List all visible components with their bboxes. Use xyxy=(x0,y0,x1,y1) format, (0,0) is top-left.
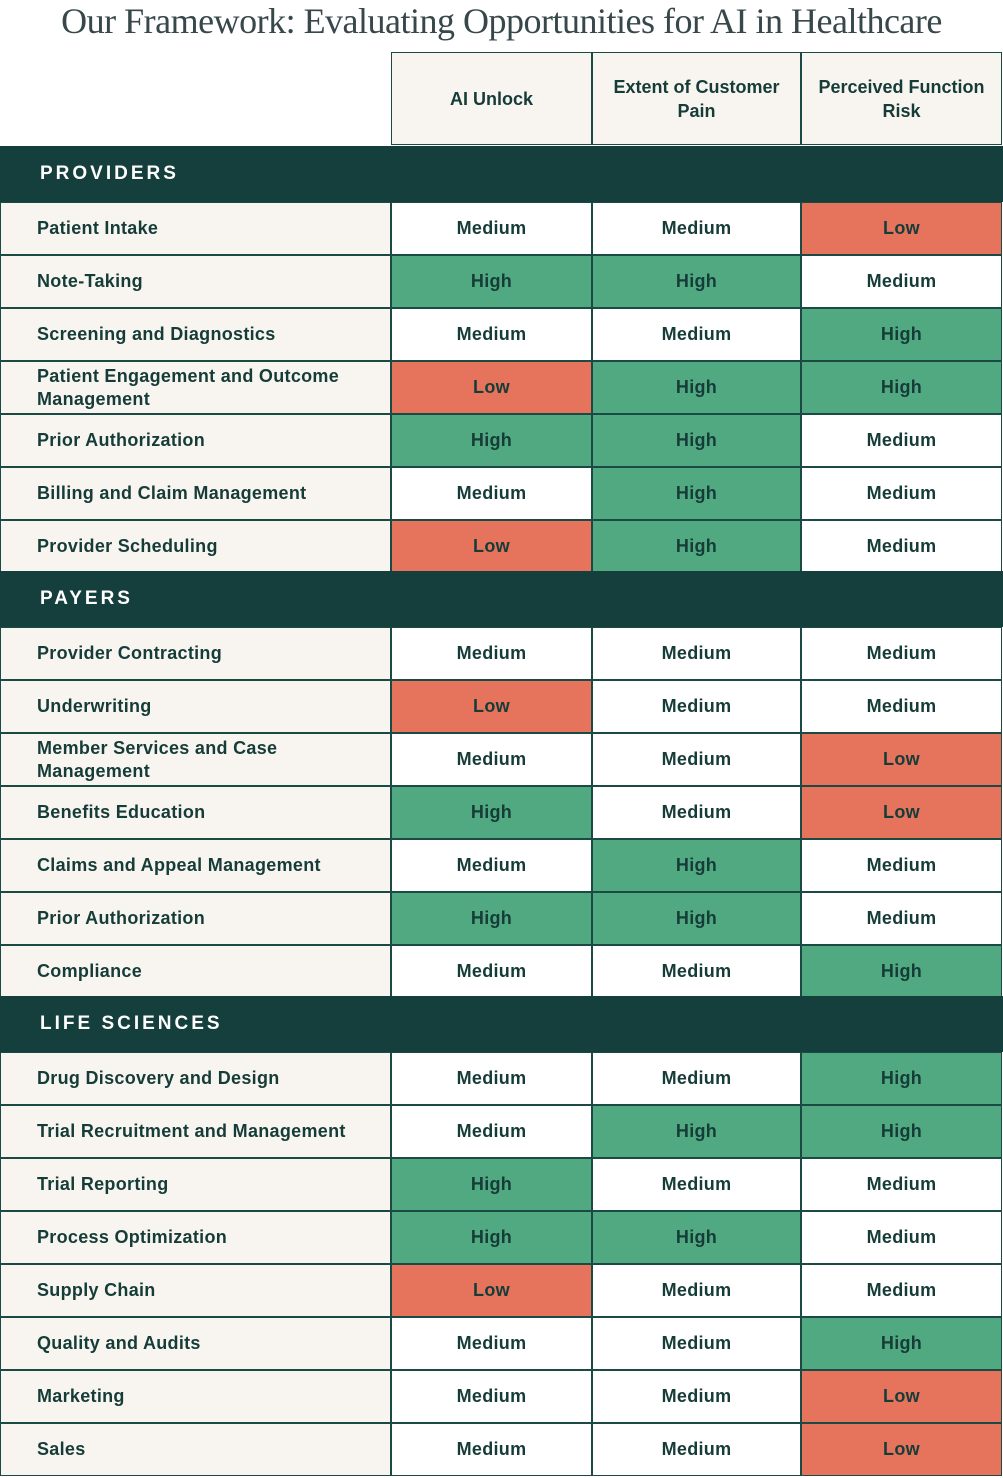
rating-cell: Medium xyxy=(592,627,801,680)
rating-cell: Medium xyxy=(391,1317,592,1370)
rating-cell: High xyxy=(592,414,801,467)
rating-cell: Medium xyxy=(391,202,592,255)
rating-cell: Medium xyxy=(391,627,592,680)
rating-cell: Medium xyxy=(801,467,1002,520)
rating-cell: Medium xyxy=(801,255,1002,308)
column-header-function-risk: Perceived Function Risk xyxy=(801,52,1002,145)
row-label: Supply Chain xyxy=(0,1264,391,1317)
rating-cell: Medium xyxy=(801,680,1002,733)
rating-cell: High xyxy=(592,467,801,520)
rating-cell: Low xyxy=(801,733,1002,786)
rating-cell: Low xyxy=(801,202,1002,255)
rating-cell: Medium xyxy=(801,520,1002,573)
row-label: Prior Authorization xyxy=(0,892,391,945)
rating-cell: High xyxy=(592,520,801,573)
row-label: Benefits Education xyxy=(0,786,391,839)
rating-cell: Medium xyxy=(592,1423,801,1476)
rating-cell: Medium xyxy=(391,467,592,520)
rating-cell: Low xyxy=(801,786,1002,839)
rating-cell: High xyxy=(592,255,801,308)
rating-cell: High xyxy=(801,308,1002,361)
rating-cell: Medium xyxy=(801,839,1002,892)
rating-cell: High xyxy=(801,361,1002,414)
row-label: Underwriting xyxy=(0,680,391,733)
rating-cell: Medium xyxy=(592,1052,801,1105)
row-label: Quality and Audits xyxy=(0,1317,391,1370)
rating-cell: Medium xyxy=(801,414,1002,467)
rating-cell: High xyxy=(391,892,592,945)
rating-cell: Medium xyxy=(592,1317,801,1370)
page-title: Our Framework: Evaluating Opportunities … xyxy=(61,1,942,41)
rating-cell: Medium xyxy=(592,786,801,839)
rating-cell: High xyxy=(592,839,801,892)
rating-cell: High xyxy=(391,786,592,839)
rating-cell: Medium xyxy=(391,1105,592,1158)
rating-cell: Low xyxy=(801,1370,1002,1423)
rating-cell: Medium xyxy=(391,1052,592,1105)
rating-cell: High xyxy=(391,255,592,308)
row-label: Marketing xyxy=(0,1370,391,1423)
rating-cell: Medium xyxy=(391,1370,592,1423)
rating-cell: Medium xyxy=(391,945,592,998)
rating-cell: Medium xyxy=(391,839,592,892)
section-header-providers: PROVIDERS xyxy=(0,146,1003,202)
rating-cell: Low xyxy=(801,1423,1002,1476)
rating-cell: Low xyxy=(391,361,592,414)
rating-cell: Medium xyxy=(592,1264,801,1317)
row-label: Compliance xyxy=(0,945,391,998)
row-label: Process Optimization xyxy=(0,1211,391,1264)
rating-cell: Low xyxy=(391,520,592,573)
rating-cell: High xyxy=(391,1158,592,1211)
rating-cell: Medium xyxy=(391,733,592,786)
rating-cell: High xyxy=(592,361,801,414)
rating-cell: Medium xyxy=(801,1264,1002,1317)
rating-cell: High xyxy=(592,1105,801,1158)
row-label: Trial Recruitment and Management xyxy=(0,1105,391,1158)
rating-cell: Medium xyxy=(391,1423,592,1476)
rating-cell: Medium xyxy=(592,733,801,786)
row-label: Screening and Diagnostics xyxy=(0,308,391,361)
row-label: Billing and Claim Management xyxy=(0,467,391,520)
rating-cell: Medium xyxy=(592,308,801,361)
section-header-payers: PAYERS xyxy=(0,571,1003,627)
row-label: Patient Engagement and Outcome Managemen… xyxy=(0,361,391,414)
column-header-ai-unlock: AI Unlock xyxy=(391,52,592,145)
rating-cell: Medium xyxy=(592,202,801,255)
rating-cell: Medium xyxy=(391,308,592,361)
rating-cell: Medium xyxy=(801,1158,1002,1211)
rating-cell: High xyxy=(391,414,592,467)
row-label: Note-Taking xyxy=(0,255,391,308)
column-header-customer-pain: Extent of Customer Pain xyxy=(592,52,801,145)
rating-cell: High xyxy=(592,892,801,945)
row-label: Provider Contracting xyxy=(0,627,391,680)
rating-cell: High xyxy=(801,945,1002,998)
rating-cell: High xyxy=(801,1105,1002,1158)
row-label: Sales xyxy=(0,1423,391,1476)
row-label: Drug Discovery and Design xyxy=(0,1052,391,1105)
rating-cell: Medium xyxy=(592,1370,801,1423)
rating-cell: High xyxy=(801,1052,1002,1105)
row-label: Trial Reporting xyxy=(0,1158,391,1211)
rating-cell: Medium xyxy=(801,1211,1002,1264)
row-label: Provider Scheduling xyxy=(0,520,391,573)
rating-cell: Medium xyxy=(592,680,801,733)
rating-cell: Medium xyxy=(592,945,801,998)
row-label: Patient Intake xyxy=(0,202,391,255)
rating-cell: High xyxy=(391,1211,592,1264)
rating-cell: Medium xyxy=(801,627,1002,680)
rating-cell: Medium xyxy=(592,1158,801,1211)
rating-cell: Medium xyxy=(801,892,1002,945)
rating-cell: Low xyxy=(391,1264,592,1317)
rating-cell: Low xyxy=(391,680,592,733)
row-label: Member Services and Case Management xyxy=(0,733,391,786)
rating-cell: High xyxy=(801,1317,1002,1370)
rating-cell: High xyxy=(592,1211,801,1264)
section-header-life-sciences: LIFE SCIENCES xyxy=(0,996,1003,1052)
row-label: Prior Authorization xyxy=(0,414,391,467)
row-label: Claims and Appeal Management xyxy=(0,839,391,892)
